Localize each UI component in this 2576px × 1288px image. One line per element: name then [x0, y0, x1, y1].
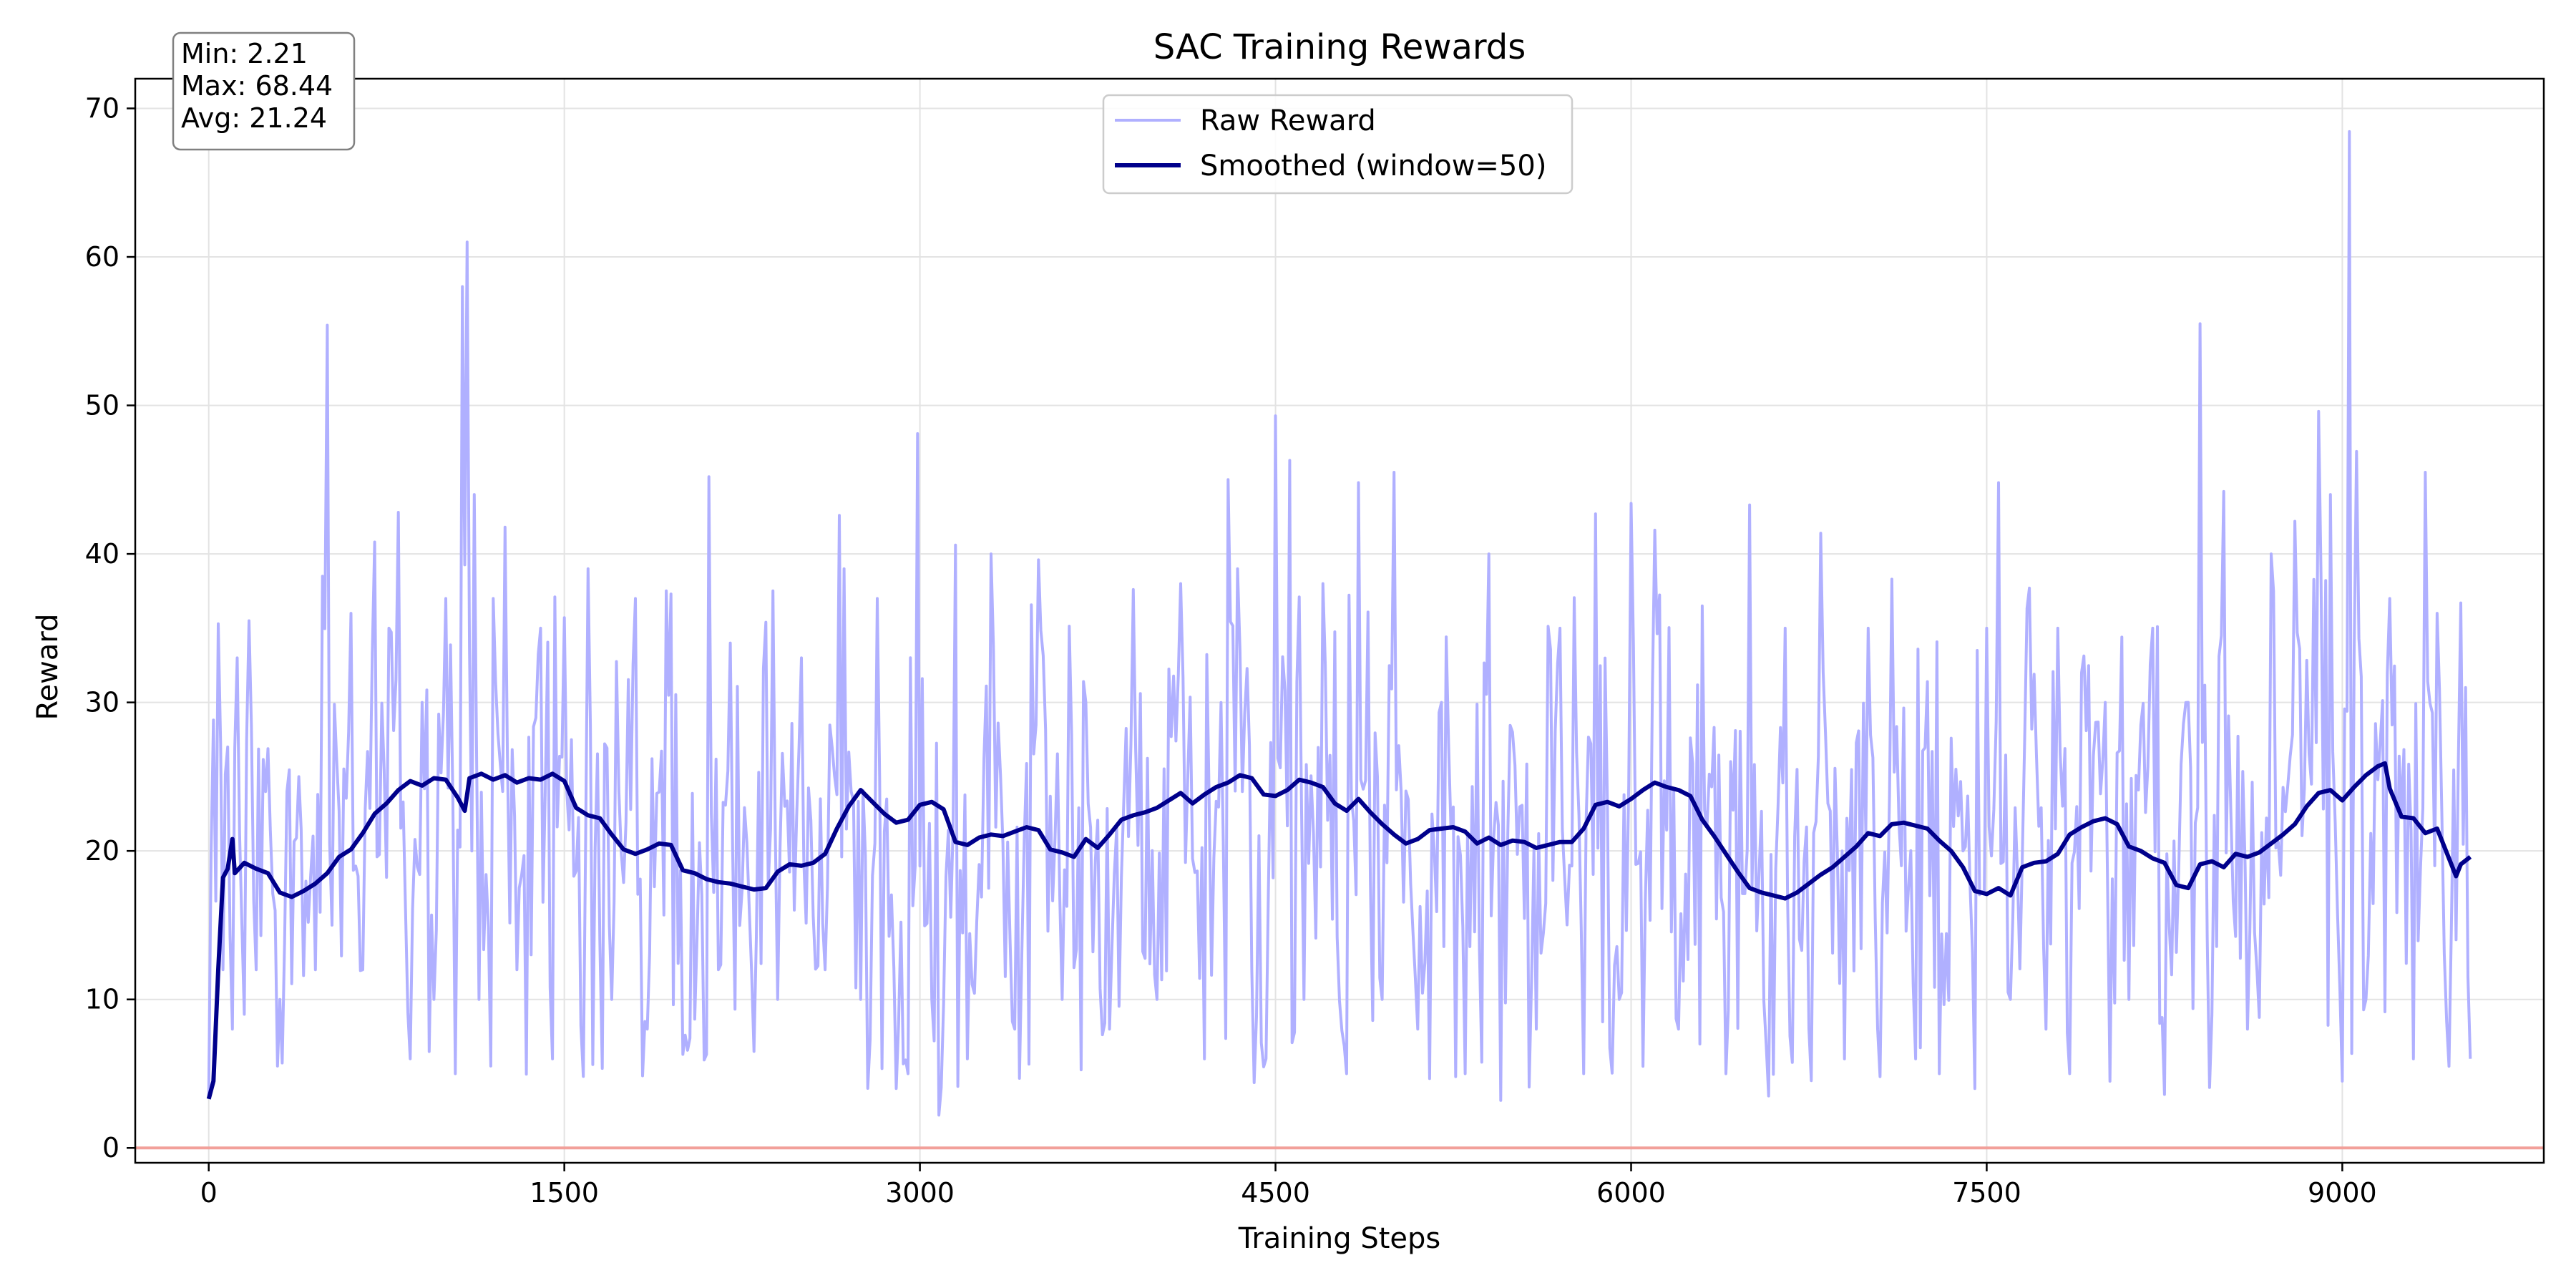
stats-box-frame: [172, 31, 356, 151]
x-tick-label: 3000: [885, 1177, 955, 1209]
x-tick-label: 7500: [1952, 1177, 2021, 1209]
stats-line: Avg: 21.24: [181, 102, 327, 134]
stats-line: Max: 68.44: [181, 70, 333, 102]
y-tick-label: 70: [85, 93, 119, 125]
x-tick-label: 9000: [2308, 1177, 2377, 1209]
x-tick-label: 4500: [1241, 1177, 1310, 1209]
y-tick-label: 10: [85, 984, 119, 1015]
legend-label: Smoothed (window=50): [1200, 150, 1546, 182]
plot-frame: [134, 77, 2545, 1164]
legend: Raw Reward Smoothed (window=50): [1102, 94, 1574, 195]
x-tick-label: 6000: [1596, 1177, 1666, 1209]
y-axis-label: Reward: [31, 614, 64, 721]
raw-reward-line: [207, 130, 2472, 1117]
y-tick-label: 40: [85, 538, 119, 570]
x-tick-label: 0: [200, 1177, 218, 1209]
legend-box: [1102, 94, 1574, 195]
y-tick-label: 50: [85, 390, 119, 421]
y-tick-label: 60: [85, 241, 119, 273]
legend-label: Raw Reward: [1200, 104, 1376, 137]
chart-title: SAC Training Rewards: [1153, 27, 1526, 67]
y-tick-label: 0: [102, 1132, 119, 1163]
x-tick-label: 1500: [530, 1177, 599, 1209]
smoothed-reward-line: [206, 761, 2472, 1100]
x-axis-label: Training Steps: [1238, 1222, 1440, 1255]
stats-line: Min: 2.21: [181, 38, 308, 69]
y-tick-label: 20: [85, 835, 119, 867]
y-tick-label: 30: [85, 687, 119, 718]
